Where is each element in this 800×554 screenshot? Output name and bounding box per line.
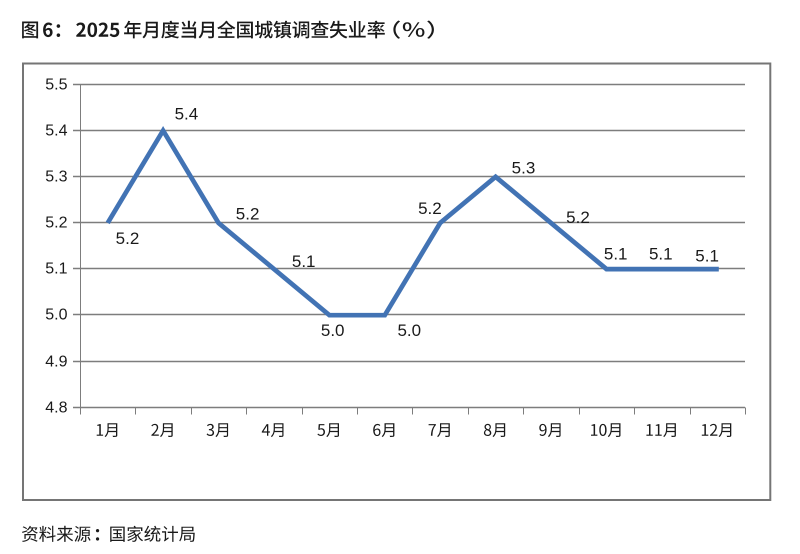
svg-text:5.2: 5.2 (566, 208, 590, 227)
svg-text:5.2: 5.2 (236, 204, 260, 223)
svg-text:5.0: 5.0 (321, 321, 345, 340)
svg-text:5.0: 5.0 (397, 321, 421, 340)
svg-text:5.2: 5.2 (116, 229, 140, 248)
svg-text:5.4: 5.4 (45, 123, 67, 140)
svg-text:5.4: 5.4 (175, 104, 199, 123)
svg-text:5.2: 5.2 (418, 199, 442, 218)
svg-text:5.3: 5.3 (45, 169, 67, 186)
svg-text:4.8: 4.8 (45, 400, 67, 417)
svg-text:5.0: 5.0 (45, 307, 67, 324)
svg-text:5.2: 5.2 (45, 215, 67, 232)
svg-text:5.5: 5.5 (45, 77, 67, 94)
svg-text:5.1: 5.1 (45, 261, 67, 278)
svg-text:5.1: 5.1 (292, 252, 316, 271)
svg-text:5.3: 5.3 (512, 158, 536, 177)
svg-text:5.1: 5.1 (604, 244, 628, 263)
svg-text:5.1: 5.1 (695, 246, 719, 265)
svg-text:4.9: 4.9 (45, 354, 67, 371)
svg-text:5.1: 5.1 (649, 244, 673, 263)
